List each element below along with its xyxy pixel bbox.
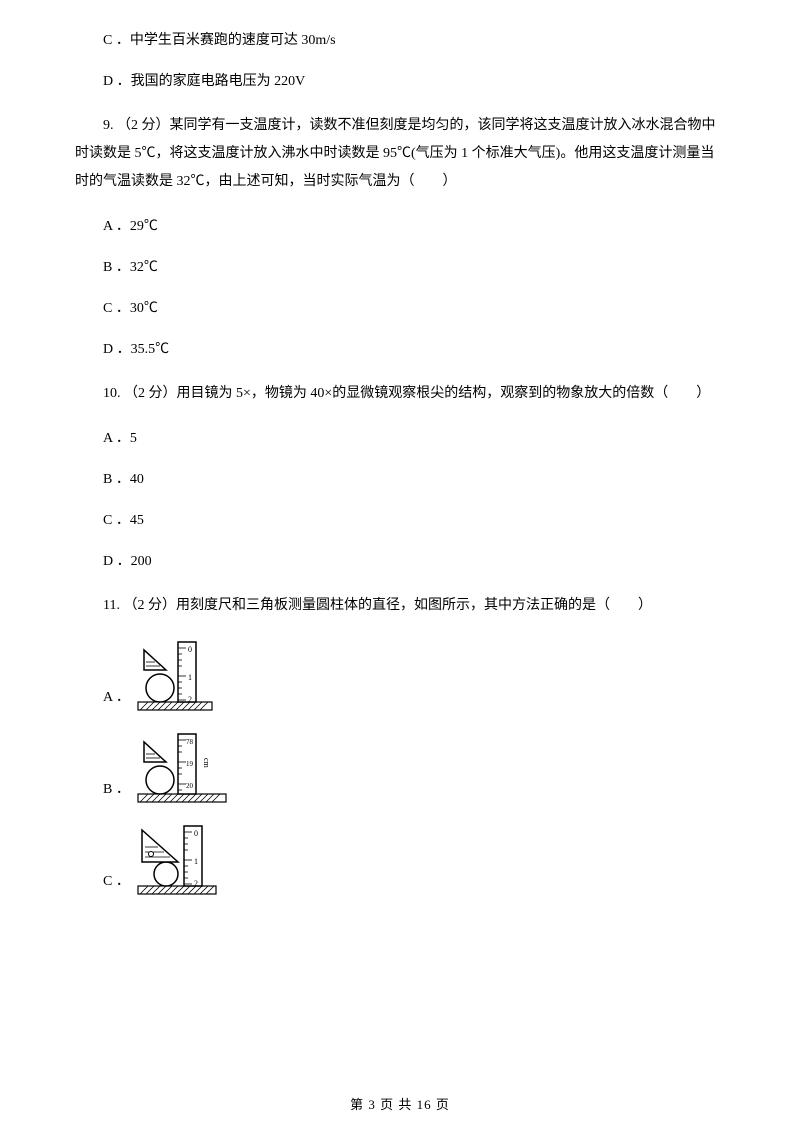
ruler-mark: 0 [194,829,198,838]
q11-option-c-label: C ． [103,871,130,896]
ruler-mark: 2 [194,879,198,888]
ruler-mark: 0 [188,645,192,654]
q8-option-c: C ．中学生百米赛跑的速度可达 30m/s [75,30,725,51]
q10-stem: 10. （2 分）用目镜为 5×，物镜为 40×的显微镜观察根尖的结构，观察到的… [75,380,725,408]
ruler-mark: 20 [186,782,194,790]
ruler-mark: 78 [186,738,194,746]
ruler-mark: 1 [194,857,198,866]
q9-option-a: A ．29℃ [75,216,725,237]
q10-option-b: B ．40 [75,469,725,490]
ruler-unit: cm [202,758,211,769]
q11-option-c: C ． [75,824,725,896]
page-footer: 第 3 页 共 16 页 [0,1095,800,1115]
q11-diagram-b: 78 19 20 cm [136,732,214,804]
q10-option-d: D ．200 [75,551,725,572]
ruler-mark: 19 [186,760,194,768]
q11-option-a: A ． [75,640,725,712]
q11-diagram-c: 0 1 2 [136,824,214,896]
q10-option-c: C ．45 [75,510,725,531]
q11-option-b-label: B ． [103,779,130,804]
ruler-mark: 1 [188,673,192,682]
q11-option-a-label: A ． [103,687,130,712]
q9-option-c: C ．30℃ [75,298,725,319]
q11-diagram-a: 0 1 2 [136,640,214,712]
q9-option-d: D ．35.5℃ [75,339,725,360]
q8-option-d: D ．我国的家庭电路电压为 220V [75,71,725,92]
q9-option-b: B ．32℃ [75,257,725,278]
ruler-mark: 2 [188,695,192,704]
q11-option-b: B ． [75,732,725,804]
q10-option-a: A ．5 [75,428,725,449]
q11-stem: 11. （2 分）用刻度尺和三角板测量圆柱体的直径，如图所示，其中方法正确的是（… [75,592,725,620]
q9-stem: 9. （2 分）某同学有一支温度计，读数不准但刻度是均匀的，该同学将这支温度计放… [75,112,725,196]
